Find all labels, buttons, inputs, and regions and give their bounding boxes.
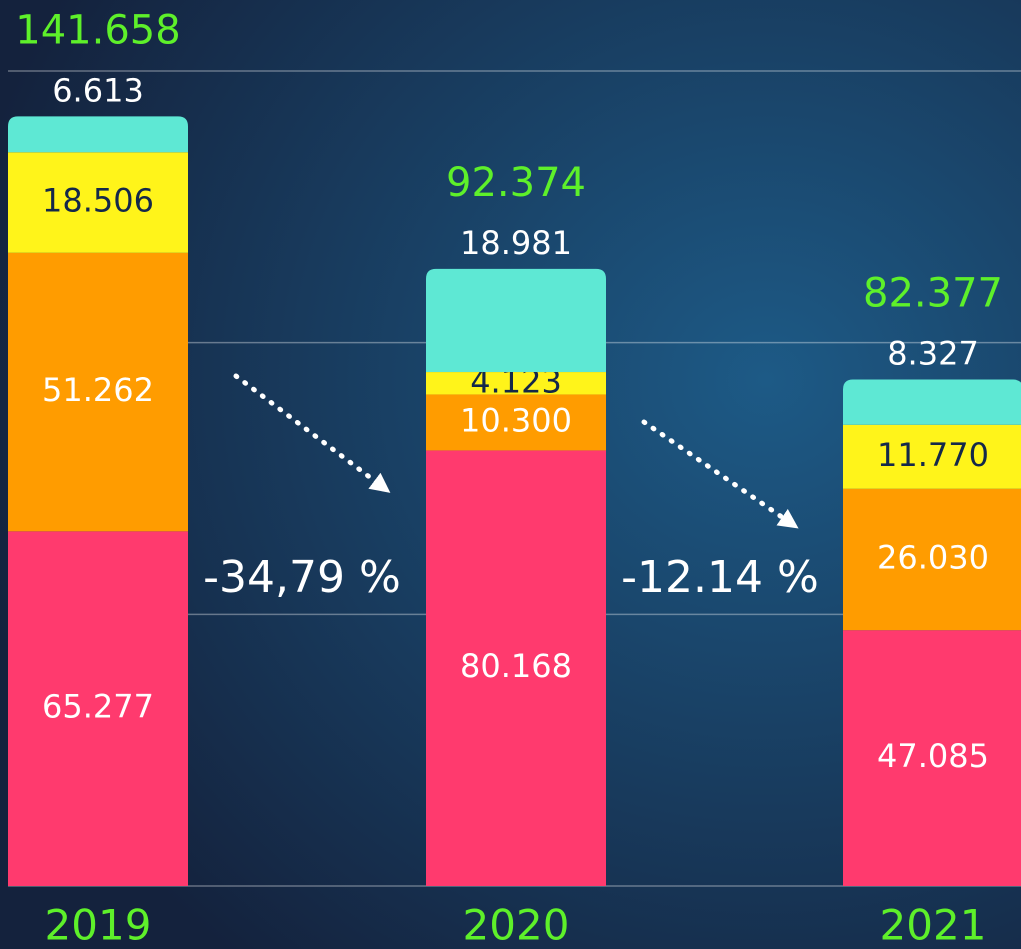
- x-tick-label: 2021: [880, 901, 987, 949]
- x-tick-label: 2019: [45, 901, 152, 949]
- segment-label: 10.300: [460, 401, 572, 439]
- x-tick-label: 2020: [463, 901, 570, 949]
- total-label: 92.374: [446, 160, 586, 206]
- trend-arrow: [233, 373, 391, 493]
- bar-segment: [426, 394, 606, 451]
- bar-segment: [843, 379, 1021, 425]
- bar-segment: [8, 531, 188, 886]
- segment-label: 18.506: [42, 182, 154, 220]
- bar-segment: [843, 630, 1021, 886]
- segment-label: 47.085: [877, 737, 989, 775]
- segment-label: 18.981: [460, 224, 572, 262]
- total-label: 141.658: [15, 7, 180, 53]
- segment-label: 80.168: [460, 647, 572, 685]
- bar-segment: [843, 488, 1021, 631]
- bars: 65.277 51.262 18.506 6.613 141.658 2019 80.168…: [8, 7, 1021, 949]
- bar-segment: [8, 116, 188, 153]
- change-annotation: -12.14 %: [621, 552, 819, 603]
- bar-segment: [843, 424, 1021, 489]
- total-label: 82.377: [863, 271, 1003, 317]
- bar-segment: [426, 372, 606, 395]
- segment-label: 26.030: [877, 538, 989, 576]
- bar-segment: [426, 450, 606, 886]
- bar-segment: [426, 268, 606, 373]
- segment-label: 65.277: [42, 688, 154, 726]
- segment-label: 6.613: [52, 71, 144, 109]
- bar-segment: [8, 152, 188, 253]
- segment-label: 51.262: [42, 371, 154, 409]
- segment-label: 8.327: [887, 335, 979, 373]
- bar-segment: [8, 252, 188, 532]
- change-annotation: -34,79 %: [203, 552, 401, 603]
- segment-label: 11.770: [877, 436, 989, 474]
- trend-arrow: [641, 419, 799, 529]
